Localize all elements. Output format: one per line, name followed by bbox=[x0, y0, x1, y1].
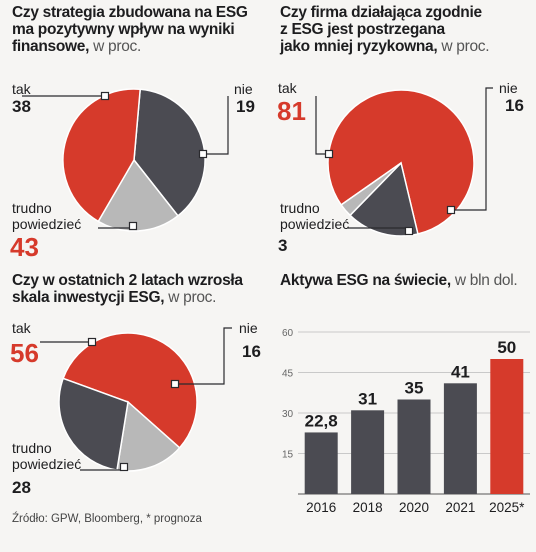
y-tick-label: 45 bbox=[282, 369, 294, 380]
x-tick-label: 2018 bbox=[353, 500, 383, 515]
pie-chart bbox=[40, 327, 232, 472]
leader-line bbox=[315, 96, 329, 155]
bar-2018 bbox=[351, 410, 385, 494]
bar-value-label: 35 bbox=[405, 379, 424, 398]
chart-title-line: jako mniej ryzykowna, w proc. bbox=[280, 38, 490, 55]
pie-slice-nie bbox=[349, 161, 419, 237]
pie-panel-esg-investment: Czy w ostatnich 2 latach wzrosła skala in… bbox=[0, 262, 268, 512]
slice-value: 38 bbox=[12, 97, 31, 116]
pie-slice-trudno-powiedzieć bbox=[58, 377, 129, 471]
leader-marker bbox=[324, 149, 334, 159]
bar-2025* bbox=[490, 359, 524, 494]
slice-value: 19 bbox=[236, 97, 255, 116]
chart-title-line: Czy strategia zbudowana na ESG bbox=[12, 4, 248, 21]
y-tick-label: 30 bbox=[282, 409, 294, 420]
leader-line bbox=[175, 327, 232, 385]
slice-value: 16 bbox=[242, 342, 261, 361]
pie-slice-tak bbox=[133, 88, 206, 217]
pie-slice-trudno-powiedzieć bbox=[340, 162, 402, 217]
slice-label-line: powiedzieć bbox=[280, 216, 350, 232]
slice-label-line: tak bbox=[12, 81, 31, 97]
bar-2021 bbox=[443, 383, 477, 494]
slice-label-line: trudno bbox=[12, 200, 52, 216]
slice-label-line: trudno bbox=[280, 200, 320, 216]
bar-value-label: 50 bbox=[497, 338, 516, 357]
leader-marker bbox=[87, 337, 97, 347]
slice-value: 43 bbox=[10, 232, 39, 262]
slice-label: nie bbox=[499, 80, 518, 96]
pie-chart bbox=[315, 87, 493, 237]
slice-label: nie bbox=[239, 320, 258, 336]
leader-marker bbox=[128, 221, 138, 231]
slice-label-line: nie bbox=[234, 81, 253, 97]
bar-value-label: 22,8 bbox=[305, 411, 338, 430]
chart-title-line: z ESG jest postrzegana bbox=[280, 21, 445, 38]
chart-unit: w proc. bbox=[437, 38, 490, 55]
slice-label: trudno powiedzieć bbox=[280, 200, 349, 232]
x-tick-label: 2025* bbox=[489, 500, 525, 515]
leader-line bbox=[451, 87, 493, 211]
leader-marker bbox=[100, 91, 110, 101]
slice-label: tak bbox=[12, 81, 31, 97]
slice-value: 16 bbox=[505, 96, 524, 115]
leader-marker bbox=[446, 205, 456, 215]
leader-marker bbox=[119, 462, 129, 472]
chart-title-line: Aktywa ESG na świecie, w bln dol. bbox=[280, 272, 518, 289]
slice-label: tak bbox=[278, 80, 297, 96]
chart-title: Czy firma działająca zgodnie z ESG jest p… bbox=[280, 4, 490, 55]
pie-panel-esg-risk: Czy firma działająca zgodnie z ESG jest p… bbox=[268, 0, 536, 262]
slice-label: trudno powiedzieć bbox=[12, 200, 81, 232]
slice-value: 28 bbox=[12, 478, 31, 497]
chart-title-line: finansowe, w proc. bbox=[12, 38, 141, 55]
slice-value: 81 bbox=[277, 96, 306, 126]
pie-chart bbox=[22, 88, 229, 232]
slice-label-line: tak bbox=[12, 320, 31, 336]
chart-title-line: Czy firma działająca zgodnie bbox=[280, 4, 482, 21]
chart-title-line: skala inwestycji ESG, w proc. bbox=[12, 289, 217, 306]
chart-unit: w proc. bbox=[89, 38, 141, 55]
y-tick-label: 15 bbox=[282, 450, 294, 461]
leader-marker bbox=[404, 226, 414, 236]
pie-panel-esg-financial: Czy strategia zbudowana na ESG ma pozytyw… bbox=[0, 0, 268, 262]
bar-panel-esg-assets: Aktywa ESG na świecie, w bln dol. 15 30 45 6… bbox=[268, 262, 536, 515]
slice-label-line: powiedzieć bbox=[12, 456, 82, 472]
slice-label-line: nie bbox=[499, 80, 518, 96]
bar-2016 bbox=[304, 432, 338, 494]
bar-value-label: 41 bbox=[451, 362, 470, 381]
chart-title: Czy w ostatnich 2 latach wzrosła skala in… bbox=[12, 272, 243, 306]
chart-unit: w bln dol. bbox=[450, 272, 518, 289]
slice-value: 56 bbox=[10, 338, 39, 368]
slice-label-line: nie bbox=[239, 320, 258, 336]
x-tick-label: 2016 bbox=[306, 500, 336, 515]
chart-title: Aktywa ESG na świecie, w bln dol. bbox=[280, 272, 518, 289]
slice-label-line: tak bbox=[278, 80, 297, 96]
pie-slice-tak bbox=[62, 332, 198, 449]
slice-label: tak bbox=[12, 320, 31, 336]
bar-2020 bbox=[397, 399, 431, 494]
slice-label-line: powiedzieć bbox=[12, 216, 82, 232]
x-tick-label: 2021 bbox=[445, 500, 475, 515]
slice-label: trudno powiedzieć bbox=[12, 440, 81, 472]
bar-value-label: 31 bbox=[358, 389, 377, 408]
leader-marker bbox=[170, 379, 180, 389]
x-tick-label: 2020 bbox=[399, 500, 429, 515]
leader-marker bbox=[198, 149, 208, 159]
chart-title-line: ma pozytywny wpływ na wyniki bbox=[12, 21, 235, 38]
slice-label-line: trudno bbox=[12, 440, 52, 456]
source-note: Źródło: GPW, Bloomberg, * prognoza bbox=[12, 513, 202, 525]
bar-chart: 15 30 45 60 22,8 2016 31 2018 35 2020 41 2021 50 2025… bbox=[282, 328, 530, 515]
chart-unit: w proc. bbox=[164, 289, 217, 306]
pie-slice-trudno-powiedzieć bbox=[62, 88, 142, 223]
chart-title-line: Czy w ostatnich 2 latach wzrosła bbox=[12, 272, 243, 289]
slice-value: 3 bbox=[278, 236, 288, 255]
y-tick-label: 60 bbox=[282, 328, 294, 339]
pie-slice-nie bbox=[97, 158, 179, 232]
leader-line bbox=[203, 96, 229, 155]
chart-title: Czy strategia zbudowana na ESG ma pozytyw… bbox=[12, 4, 248, 55]
slice-label: nie bbox=[234, 81, 253, 97]
